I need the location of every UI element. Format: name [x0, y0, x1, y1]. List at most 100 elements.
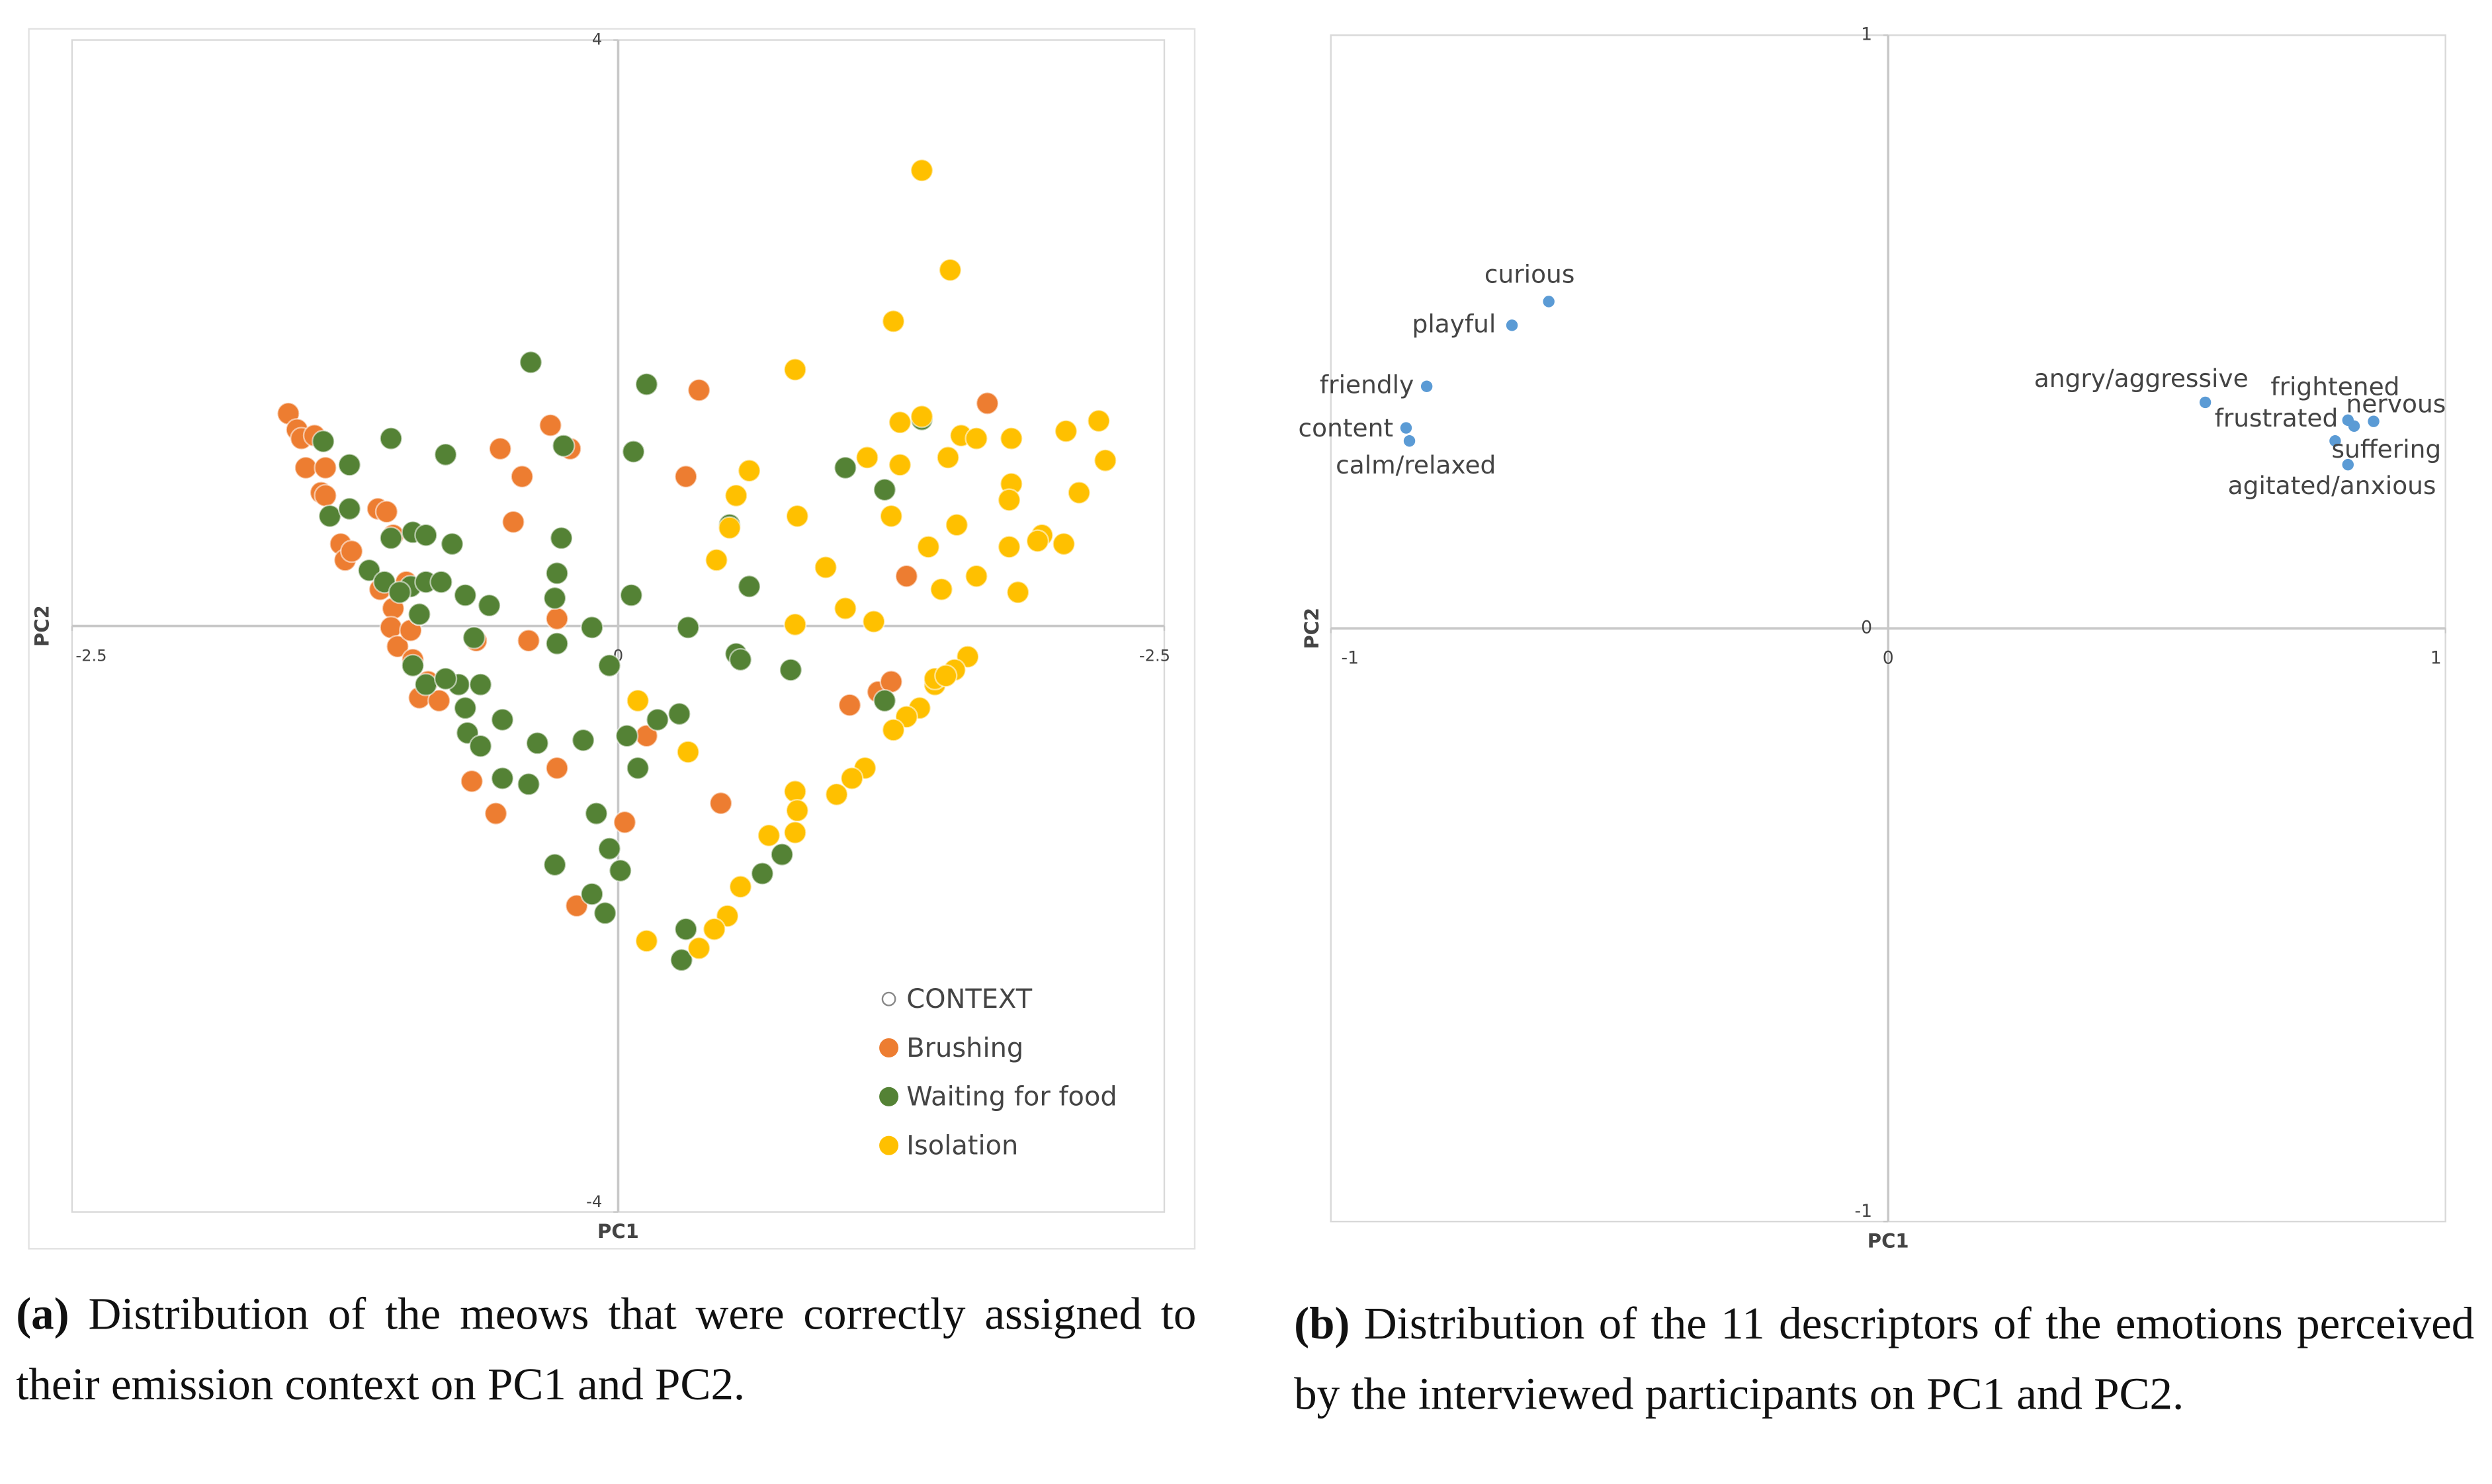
point [517, 772, 540, 796]
point [1000, 427, 1023, 450]
point [757, 823, 781, 848]
point [2199, 396, 2212, 409]
point [314, 483, 337, 508]
y-axis-title: PC2 [30, 605, 53, 647]
legend-marker [879, 1135, 899, 1155]
caption-label: (b) [1294, 1299, 1350, 1350]
point [468, 734, 493, 758]
point [1052, 532, 1076, 556]
point [1403, 435, 1416, 447]
point [462, 626, 486, 649]
legend-title: CONTEXT [906, 984, 1032, 1014]
point [545, 632, 569, 655]
point [855, 446, 879, 470]
caption-b: (b) Distribution of the 11 descriptors o… [1294, 1290, 2474, 1431]
point [910, 158, 934, 183]
point [997, 535, 1021, 559]
point [501, 510, 525, 534]
caption-a: (a) Distribution of the meows that were … [16, 1281, 1196, 1422]
point [838, 693, 862, 717]
point [517, 629, 540, 653]
point [737, 575, 761, 598]
point [1400, 422, 1412, 434]
caption-text: Distribution of the meows that were corr… [16, 1290, 1197, 1411]
point [2348, 420, 2360, 433]
point [429, 570, 453, 594]
point [401, 653, 425, 678]
point [975, 392, 1000, 415]
point [414, 673, 438, 696]
point [936, 446, 960, 470]
point [525, 731, 549, 755]
point [545, 606, 569, 631]
chart-frame [28, 28, 1196, 1250]
point [468, 673, 493, 696]
caption-label: (a) [16, 1290, 69, 1340]
legend-label: Brushing [906, 1033, 1023, 1063]
point [785, 504, 809, 528]
point [597, 837, 621, 860]
point [379, 427, 403, 450]
point [873, 477, 896, 502]
point [580, 882, 604, 906]
point [938, 258, 963, 282]
point [388, 580, 411, 604]
point [552, 434, 576, 458]
point [615, 724, 639, 748]
point [1420, 380, 1433, 392]
point [314, 456, 337, 480]
point [337, 497, 361, 521]
point [337, 453, 361, 477]
point [965, 427, 988, 450]
point [783, 612, 807, 637]
point [619, 583, 643, 607]
point [433, 442, 458, 467]
point [687, 378, 711, 402]
point [674, 464, 698, 489]
point [676, 616, 700, 639]
legend-title-marker [881, 991, 896, 1007]
point [408, 602, 431, 626]
y-tick-label: 4 [592, 30, 602, 49]
point [916, 535, 941, 559]
x-tick-label: 1 [2430, 648, 2442, 669]
point [825, 782, 849, 806]
point [2329, 435, 2341, 447]
point-label: suffering [2332, 434, 2442, 464]
point [894, 564, 919, 588]
point [873, 688, 896, 713]
y-tick-label: -1 [1854, 1201, 1872, 1221]
point [834, 456, 857, 480]
point [580, 616, 604, 639]
point [862, 610, 886, 634]
point [770, 843, 794, 866]
point-label: friendly [1320, 370, 1414, 399]
point [609, 858, 632, 883]
point [490, 766, 515, 790]
y-tick-label: 1 [1861, 24, 1872, 45]
point [2342, 458, 2354, 471]
point [414, 523, 438, 547]
point [881, 309, 906, 333]
point [888, 410, 912, 434]
point [519, 350, 543, 374]
x-tick-label: -2.5 [75, 647, 107, 665]
point [339, 539, 364, 563]
point [626, 756, 650, 780]
point [477, 593, 501, 618]
point [881, 718, 906, 742]
point [549, 526, 574, 550]
legend-marker [879, 1038, 899, 1058]
point [374, 500, 399, 524]
point [460, 769, 484, 794]
point [490, 708, 515, 732]
point-label: playful [1412, 309, 1496, 338]
point [703, 917, 726, 941]
point [1067, 481, 1091, 505]
point [910, 405, 934, 429]
point-label: angry/aggressive [2034, 364, 2249, 393]
point [840, 766, 864, 790]
point-label: calm/relaxed [1336, 450, 1496, 479]
legend-label: Isolation [906, 1131, 1018, 1161]
